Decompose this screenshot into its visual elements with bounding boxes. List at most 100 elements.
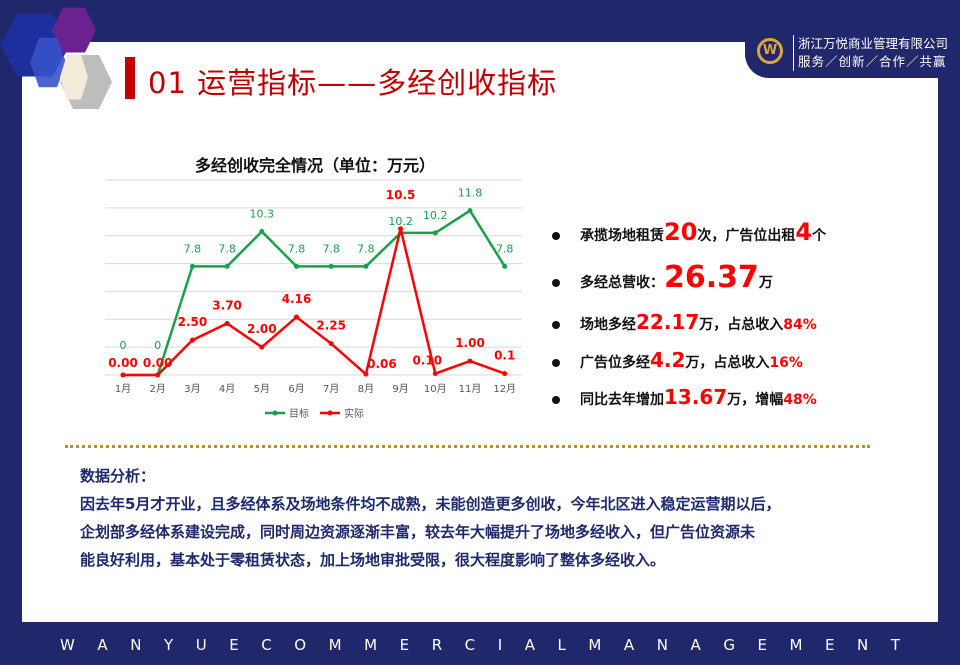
bullet-rentals: 承揽场地租赁20次，广告位出租4个 [552,218,826,246]
footer-letter: R [431,636,443,654]
data-point [328,341,334,347]
footer-letter: M [789,636,803,654]
bullet-total-revenue: 多经总营收：26.37万 [552,260,773,295]
hexagon-decoration [30,37,66,88]
company-logo-icon: W [757,38,783,64]
data-point [363,263,369,269]
data-label: 2.25 [316,319,346,333]
data-point [467,208,473,214]
bullet-yoy: 同比去年增加13.67万，增幅48% [552,385,817,409]
x-tick-label: 11月 [459,383,482,395]
data-point [224,263,230,269]
data-label: 0.06 [367,357,397,371]
value: 16% [769,355,803,371]
data-label: 3.70 [212,298,242,312]
footer-letter: M [588,636,602,654]
x-tick-label: 8月 [358,383,374,395]
value: 48% [783,392,817,408]
data-label: 10.3 [250,208,275,221]
data-label: 11.8 [458,187,483,200]
data-point [328,263,334,269]
bullet-icon [552,396,560,404]
footer-letter: N [857,636,869,654]
text: 多经总营收： [580,275,664,291]
footer-letter: L [557,636,566,654]
x-tick-label: 6月 [288,383,304,395]
value: 4 [795,218,813,246]
data-label: 0.1 [494,349,515,363]
text: 广告位多经 [580,355,650,371]
data-point [120,372,126,378]
data-point [259,229,265,235]
data-label: 7.8 [357,242,375,255]
text: 万，占总收入 [699,317,784,333]
bullet-icon [552,321,560,329]
x-tick-label: 3月 [184,383,200,395]
footer-letter: G [723,636,735,654]
series-line-actual [123,228,506,377]
data-label: 2.00 [247,322,277,336]
x-tick-label: 2月 [150,383,166,395]
data-label: 7.8 [322,242,340,255]
footer-letter: Y [163,636,174,654]
footer-letter: E [757,636,767,654]
footer-letter: C [464,636,476,654]
data-label: 0 [120,339,127,352]
value: 20 [664,218,698,246]
footer-letter: W [60,636,75,654]
data-point [363,371,369,377]
value: 13.67 [664,385,728,409]
footer-letter: E [229,636,239,654]
data-point [155,372,161,378]
analysis-line: 因去年5月才开业，且多经体系及场地条件均不成熟，未能创造更多创收，今年北区进入稳… [80,495,781,513]
x-tick-label: 5月 [254,383,270,395]
value: 84% [783,317,817,333]
data-label: 7.8 [496,242,514,255]
legend-label: 实际 [344,407,364,420]
analysis-line: 能良好利用，基本处于零租赁状态，加上场地审批受限，很大程度影响了整体多经收入。 [80,551,666,569]
footer-letter: M [328,636,342,654]
data-label: 1.00 [455,336,485,350]
company-name: 浙江万悦商业管理有限公司 [798,36,949,51]
data-label: 7.8 [184,242,202,255]
data-point [432,371,438,377]
value: 4.2 [650,348,686,372]
x-tick-label: 1月 [115,383,131,395]
footer-letter: A [97,636,108,654]
x-tick-label: 7月 [323,383,339,395]
chart-title: 多经创收完全情况（单位：万元） [194,156,435,175]
data-label: 2.50 [178,315,208,329]
text: 承揽场地租赁 [580,228,664,244]
value: 26.37 [664,260,759,295]
footer-letter: E [825,636,835,654]
analysis-section: 数据分析： 因去年5月才开业，且多经体系及场地条件均不成熟，未能创造更多创收，今… [80,462,780,574]
data-point [294,263,299,269]
data-label: 0.10 [412,354,442,368]
analysis-heading: 数据分析： [80,467,156,485]
data-label: 0.00 [143,356,173,370]
legend-label: 目标 [289,408,309,420]
data-point [259,344,265,350]
data-point [224,320,230,326]
x-tick-label: 9月 [392,383,408,395]
data-label: 10.2 [388,215,413,228]
footer-letter: E [399,636,410,654]
data-point [189,337,195,343]
data-label: 10.2 [423,209,448,222]
series-line-target [123,208,506,377]
footer-letter: O [294,636,307,654]
x-tick-label: 12月 [493,383,516,395]
data-point [467,358,473,364]
text: 次，广告位出租 [697,228,796,244]
legend-marker [272,410,278,416]
text: 万 [758,275,773,291]
bullet-icon [552,359,560,367]
text: 场地多经 [580,317,636,333]
data-point [189,263,195,269]
company-slogan: 服务／创新／合作／共赢 [798,54,947,69]
value: 22.17 [636,310,700,334]
page-title: 01 运营指标——多经创收指标 [148,66,558,100]
x-tick-label: 10月 [424,383,447,395]
